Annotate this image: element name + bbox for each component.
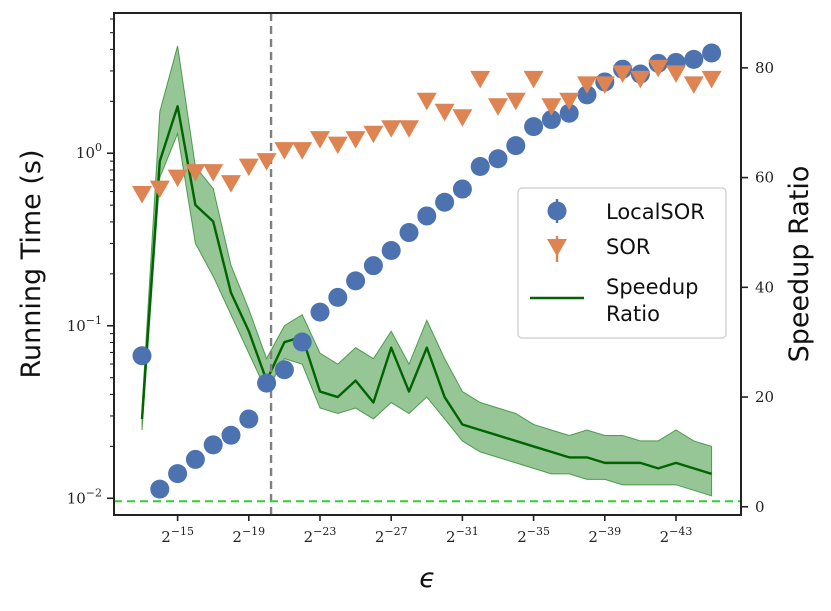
y2-tick-label: 20 bbox=[755, 388, 774, 406]
localsor-point bbox=[470, 156, 490, 176]
tick-layer: 2−15 2−19 2−23 2−27 2−31 2−35 2−39 2−43 10−2 10−1… bbox=[67, 18, 774, 546]
sor-point bbox=[505, 92, 526, 111]
legend-localsor-marker bbox=[547, 199, 567, 223]
localsor-point bbox=[132, 346, 152, 366]
x-tick-label: 2−23 bbox=[304, 525, 337, 546]
legend-localsor-label: LocalSOR bbox=[606, 200, 705, 224]
x-tick-label: 2−43 bbox=[660, 525, 693, 546]
localsor-point bbox=[292, 332, 312, 352]
sor-point bbox=[363, 125, 384, 144]
sor-point bbox=[630, 70, 651, 89]
x-tick-label: 2−27 bbox=[375, 525, 408, 546]
legend-speedup-label-line2: Ratio bbox=[606, 302, 660, 326]
legend-sor-label: SOR bbox=[606, 235, 650, 259]
sor-point bbox=[274, 142, 295, 160]
sor-point bbox=[238, 158, 259, 177]
reference-lines bbox=[114, 13, 741, 515]
legend-localsor-dot bbox=[547, 201, 567, 221]
y-axis-label: Running Time (s) bbox=[16, 149, 47, 378]
localsor-point bbox=[488, 149, 508, 169]
sor-point bbox=[381, 120, 402, 138]
localsor-point bbox=[684, 49, 704, 69]
sor-point bbox=[701, 70, 722, 89]
localsor-point bbox=[524, 117, 544, 137]
legend: LocalSOR SOR Speedup Ratio bbox=[517, 187, 727, 339]
y-tick-label: 10−2 bbox=[67, 486, 102, 507]
sor-point bbox=[648, 59, 669, 78]
localsor-point bbox=[203, 435, 223, 455]
localsor-point bbox=[185, 449, 205, 469]
y-tick-label: 100 bbox=[76, 141, 102, 162]
y2-axis-label: Speedup Ratio bbox=[784, 166, 815, 363]
localsor-point bbox=[221, 425, 241, 445]
plot-frame bbox=[113, 12, 742, 516]
legend-box bbox=[517, 187, 727, 339]
y2-tick-label: 80 bbox=[755, 59, 774, 77]
sor-point bbox=[149, 180, 170, 199]
y-tick-label: 10−1 bbox=[67, 314, 102, 335]
sor-point bbox=[185, 164, 206, 182]
sor-point bbox=[132, 186, 152, 204]
sor-point bbox=[167, 169, 188, 188]
localsor-point bbox=[399, 223, 419, 243]
x-tick-label: 2−39 bbox=[588, 525, 621, 546]
legend-speedup-label: Speedup bbox=[606, 275, 698, 299]
localsor-point bbox=[417, 206, 437, 226]
x-tick-label: 2−31 bbox=[446, 525, 479, 546]
sor-point bbox=[541, 98, 562, 116]
sor-point bbox=[470, 70, 491, 89]
sor-point bbox=[666, 65, 686, 83]
sor-point bbox=[434, 103, 455, 122]
sor-point bbox=[452, 109, 473, 127]
localsor-point bbox=[328, 287, 348, 307]
speedup-line-layer bbox=[140, 105, 712, 475]
localsor-point bbox=[274, 360, 294, 380]
speedup-line bbox=[140, 105, 712, 475]
sor-point bbox=[292, 142, 313, 160]
localsor-point bbox=[702, 43, 722, 63]
localsor-point bbox=[435, 192, 455, 212]
speedup-ci-band bbox=[141, 45, 713, 497]
sor-point bbox=[523, 70, 544, 89]
localsor-point bbox=[150, 479, 170, 499]
sor-point bbox=[594, 76, 615, 94]
localsor-point bbox=[506, 136, 526, 156]
legend-sor-triangle bbox=[547, 239, 567, 257]
sor-point bbox=[221, 175, 241, 193]
localsor-point bbox=[559, 103, 579, 123]
y2-tick-label: 60 bbox=[755, 169, 774, 187]
localsor-point bbox=[310, 302, 330, 322]
localsor-point bbox=[577, 85, 597, 105]
sor-point bbox=[203, 164, 224, 182]
sor-point bbox=[345, 131, 366, 149]
sor-point bbox=[612, 65, 633, 83]
x-axis-label: ϵ bbox=[419, 563, 436, 594]
sor-point bbox=[577, 76, 597, 94]
sor-point bbox=[310, 131, 330, 149]
localsor-point bbox=[452, 179, 472, 199]
sor-point bbox=[327, 136, 348, 155]
x-tick-label: 2−19 bbox=[232, 525, 265, 546]
localsor-point bbox=[346, 271, 366, 291]
localsor-point bbox=[541, 110, 561, 130]
sor-point bbox=[416, 92, 437, 111]
x-tick-label: 2−35 bbox=[517, 525, 550, 546]
y2-tick-label: 40 bbox=[755, 278, 774, 296]
localsor-point bbox=[239, 409, 259, 429]
localsor-point bbox=[257, 373, 277, 393]
sor-point bbox=[399, 120, 419, 138]
sor-point bbox=[683, 76, 704, 94]
sor-point bbox=[488, 98, 508, 116]
speedup-band-layer bbox=[141, 45, 713, 497]
localsor-point bbox=[381, 241, 401, 261]
x-tick-label: 2−15 bbox=[161, 525, 194, 546]
sor-point bbox=[559, 92, 580, 111]
marker-layer bbox=[132, 43, 722, 499]
y2-tick-label: 0 bbox=[755, 498, 765, 516]
localsor-point bbox=[363, 256, 383, 276]
localsor-point bbox=[168, 464, 188, 484]
sor-point bbox=[256, 153, 277, 171]
legend-sor-marker bbox=[547, 236, 567, 262]
